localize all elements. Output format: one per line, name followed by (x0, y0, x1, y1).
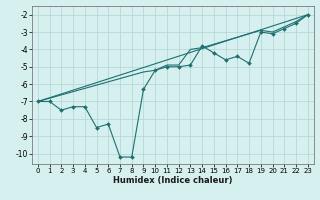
X-axis label: Humidex (Indice chaleur): Humidex (Indice chaleur) (113, 176, 233, 185)
